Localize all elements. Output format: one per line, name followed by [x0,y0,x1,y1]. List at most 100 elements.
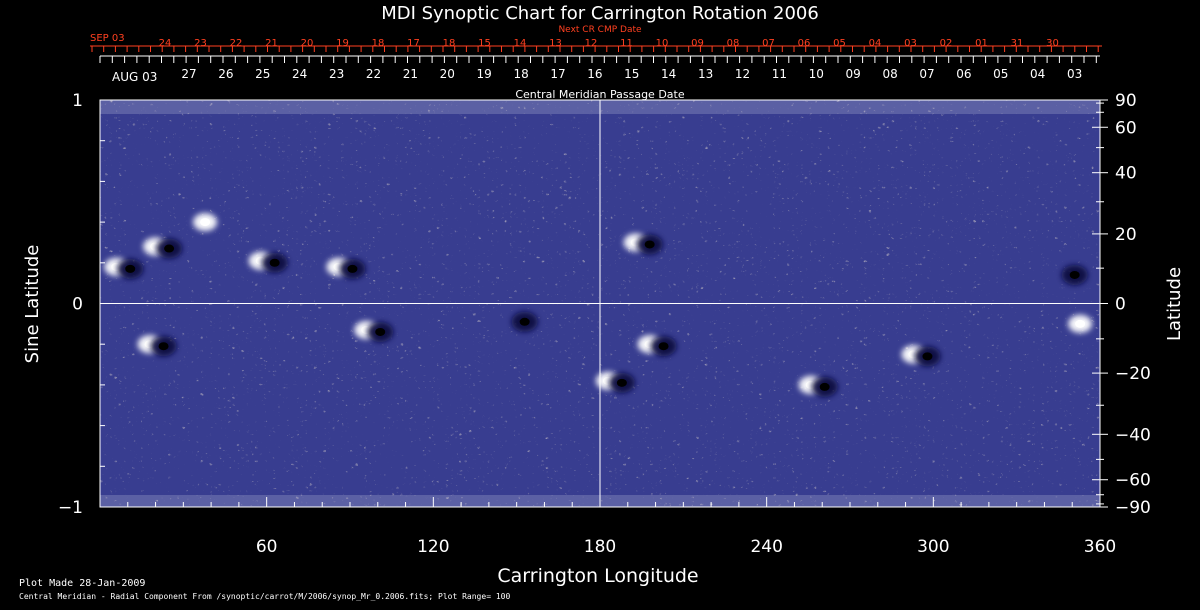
cmp-tick-label: 08 [882,67,897,81]
positive-polarity-core [200,218,211,227]
cmp-tick-label: 13 [698,67,713,81]
chart-header: MDI Synoptic Chart for Carrington Rotati… [90,3,1102,101]
y-right-tick-label: −60 [1115,471,1151,491]
next-cr-tick-label: 08 [727,38,740,49]
cmp-tick-label: 22 [366,67,381,81]
x-tick-label: 60 [256,537,278,557]
cmp-tick-label: 24 [292,67,307,81]
active-region [193,213,218,232]
active-region [1061,264,1088,285]
y-right-tick-label: −20 [1115,364,1151,384]
positive-polarity-core [1075,319,1086,328]
cmp-tick-label: 15 [624,67,639,81]
cmp-start-label: AUG 03 [112,70,157,84]
y-right-tick-label: 90 [1115,91,1137,111]
cmp-tick-label: 03 [1067,67,1082,81]
cmp-tick-label: 27 [181,67,196,81]
negative-polarity-core [269,258,280,267]
next-cr-tick-label: 01 [975,38,988,49]
y-right-tick-label: 0 [1115,295,1126,315]
active-region [137,335,177,357]
cmp-tick-label: 21 [403,67,418,81]
next-cr-tick-label: 04 [869,38,882,49]
cmp-tick-label: 05 [993,67,1008,81]
negative-polarity-core [519,317,530,326]
cmp-tick-label: 12 [735,67,750,81]
next-cr-tick-label: 10 [656,38,669,49]
negative-polarity-core [158,342,169,351]
next-cr-start-label: SEP 03 [90,33,125,44]
cmp-tick-label: 09 [846,67,861,81]
negative-polarity-core [819,382,830,391]
y-right-tick-label: 20 [1115,225,1137,245]
active-region [901,345,941,367]
active-region [326,257,366,279]
negative-polarity-core [1069,270,1080,279]
cmp-tick-label: 14 [661,67,676,81]
negative-polarity-core [347,264,358,273]
next-cr-tick-label: 11 [620,38,633,49]
cmp-tick-label: 17 [550,67,565,81]
next-cr-tick-label: 05 [833,38,846,49]
y-left-axis-label: Sine Latitude [22,245,43,364]
next-cr-tick-label: 18 [372,38,385,49]
active-region [637,335,677,357]
y-left-tick-label: 1 [72,91,83,111]
next-cr-tick-label: 15 [478,38,491,49]
cmp-tick-label: 26 [218,67,233,81]
active-region [511,311,538,332]
negative-polarity-core [164,244,175,253]
next-cr-tick-label: 14 [514,38,527,49]
next-cr-tick-label: 19 [336,38,349,49]
next-cr-tick-label: 06 [798,38,811,49]
next-cr-tick-label: 17 [407,38,420,49]
next-cr-tick-label: 03 [904,38,917,49]
next-cr-tick-label: 30 [1046,38,1059,49]
negative-polarity-core [125,264,136,273]
x-tick-label: 180 [584,537,616,557]
x-tick-label: 360 [1084,537,1116,557]
next-cr-tick-label: 23 [194,38,207,49]
plot-area [100,100,1100,507]
chart-title: MDI Synoptic Chart for Carrington Rotati… [381,3,819,24]
next-cr-tick-label: 07 [762,38,775,49]
y-right-tick-label: −40 [1115,425,1151,445]
next-cr-tick-label: 13 [549,38,562,49]
next-cr-tick-label: 22 [230,38,243,49]
active-region [104,257,144,279]
negative-polarity-core [922,352,933,361]
y-right-tick-label: 60 [1115,118,1137,138]
cmp-tick-label: 06 [956,67,971,81]
next-cr-tick-label: 31 [1011,38,1024,49]
negative-polarity-core [658,342,669,351]
x-tick-label: 300 [917,537,949,557]
active-region [798,375,838,397]
cmp-tick-label: 11 [772,67,787,81]
cmp-tick-label: 07 [919,67,934,81]
active-region [623,233,663,255]
cmp-tick-label: 04 [1030,67,1045,81]
active-region [1068,314,1093,333]
y-right-axis-label: Latitude [1164,267,1185,341]
chart-axes: 60 120 180 240 300 360 Carrington Longitude 1 0 −… [22,91,1185,587]
cmp-tick-label: 19 [477,67,492,81]
cmp-tick-label: 20 [440,67,455,81]
x-axis-label: Carrington Longitude [497,565,698,587]
active-region [354,320,394,342]
negative-polarity-core [644,240,655,249]
next-cr-title: Next CR CMP Date [558,25,642,35]
cmp-tick-label: 16 [587,67,602,81]
next-cr-tick-label: 09 [691,38,704,49]
x-tick-label: 120 [417,537,449,557]
cmp-tick-label: 18 [513,67,528,81]
y-right-tick-label: 40 [1115,164,1137,184]
y-left-tick-label: −1 [58,498,83,518]
source-note: Central Meridian - Radial Component From… [19,592,511,601]
cmp-tick-label: 25 [255,67,270,81]
next-cr-tick-label: 02 [940,38,953,49]
active-region [143,237,183,259]
plot-made-note: Plot Made 28-Jan-2009 [19,578,146,589]
cmp-tick-label: 23 [329,67,344,81]
y-left-tick-label: 0 [72,295,83,315]
